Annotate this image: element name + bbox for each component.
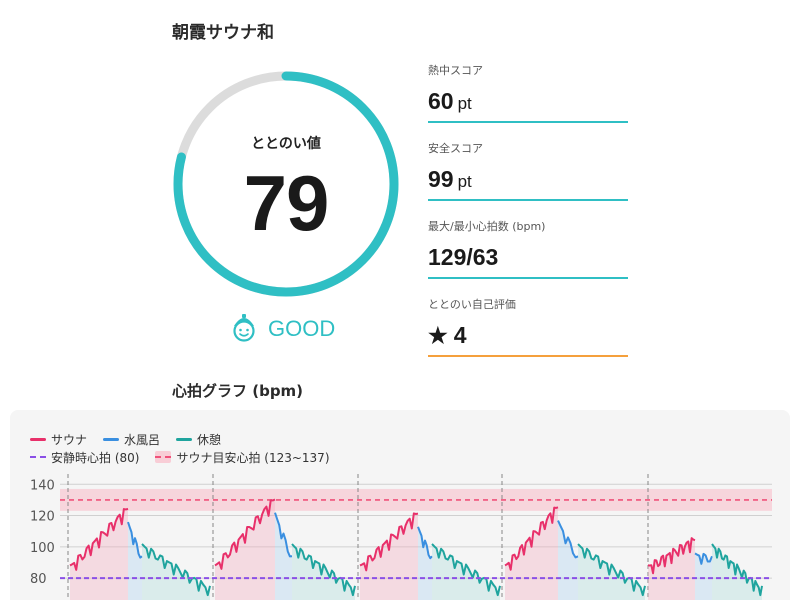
divider xyxy=(428,121,628,123)
rest-trace-line xyxy=(141,543,211,597)
y-tick-label: 80 xyxy=(30,572,47,587)
water-trace-line xyxy=(274,512,293,558)
totonoi-gauge: ととのい値 79 xyxy=(170,68,402,300)
metric-safety-score: 安全スコア 99 pt xyxy=(428,140,628,201)
metric-value: 60 xyxy=(428,88,454,114)
sauna-trace-line xyxy=(504,506,559,571)
water-trace-line xyxy=(417,526,433,560)
sauna-trace-line xyxy=(647,537,696,575)
divider xyxy=(428,355,628,357)
water-trace-line xyxy=(127,521,143,559)
rest-trace-area xyxy=(292,544,355,600)
metric-value: 99 xyxy=(428,166,454,192)
rest-trace-area xyxy=(578,544,645,600)
metric-value: 129/63 xyxy=(428,244,499,270)
metric-self-rating: ととのい自己評価 ★ 4 xyxy=(428,296,628,357)
graph-title: 心拍グラフ (bpm) xyxy=(172,382,304,400)
legend-item-rest: 休憩 xyxy=(176,431,221,448)
sauna-trace-line xyxy=(359,512,419,572)
gauge-ring xyxy=(173,71,399,297)
graph-legend: サウナ 水風呂 休憩 安静時心拍 (80) サウナ目安心拍 (123~137) xyxy=(30,430,346,466)
rest-trace-line xyxy=(431,543,501,597)
rest-trace-line xyxy=(291,543,356,597)
water-trace-area xyxy=(558,520,578,600)
rest-trace-area xyxy=(432,544,500,600)
y-tick-label: 120 xyxy=(30,510,55,525)
rest-trace-line xyxy=(711,543,763,597)
metric-value: 4 xyxy=(453,322,467,348)
facility-name: 朝霞サウナ和 xyxy=(172,23,274,43)
water-trace-area xyxy=(695,553,712,600)
gauge-value: 79 xyxy=(243,159,330,247)
metric-label: 熱中スコア xyxy=(428,64,483,77)
water-trace-area xyxy=(128,522,142,600)
metric-heart-rate: 最大/最小心拍数 (bpm) 129/63 xyxy=(428,218,628,279)
metric-unit: pt xyxy=(457,94,472,113)
water-trace-line xyxy=(694,552,713,565)
rest-trace-area xyxy=(712,544,762,600)
sauna-trace-area xyxy=(648,538,695,600)
status-badge: GOOD xyxy=(230,312,335,346)
status-label: GOOD xyxy=(268,316,336,341)
y-tick-label: 100 xyxy=(30,541,55,556)
legend-item-sauna: サウナ xyxy=(30,431,87,448)
metric-label: ととのい自己評価 xyxy=(428,298,516,311)
legend-item-target-hr: サウナ目安心拍 (123~137) xyxy=(155,449,330,466)
rest-trace-line xyxy=(577,543,646,597)
sauna-trace-line xyxy=(214,498,276,570)
rest-trace-area xyxy=(142,544,210,600)
divider xyxy=(428,277,628,279)
sauna-trace-area xyxy=(215,499,275,600)
water-trace-line xyxy=(557,520,579,559)
sauna-trace-area xyxy=(505,507,558,600)
metric-heat-score: 熱中スコア 60 pt xyxy=(428,62,628,123)
metric-unit: pt xyxy=(457,172,472,191)
gauge-label: ととのい値 xyxy=(251,136,321,152)
water-trace-area xyxy=(418,526,432,600)
star-icon: ★ xyxy=(428,323,448,348)
metric-label: 安全スコア xyxy=(428,142,483,155)
legend-item-water: 水風呂 xyxy=(103,431,160,448)
face-icon xyxy=(230,312,258,346)
y-tick-label: 140 xyxy=(30,478,55,493)
divider xyxy=(428,199,628,201)
legend-item-resting-hr: 安静時心拍 (80) xyxy=(30,449,139,466)
sauna-trace-line xyxy=(69,507,129,571)
metric-label: 最大/最小心拍数 (bpm) xyxy=(428,220,546,233)
